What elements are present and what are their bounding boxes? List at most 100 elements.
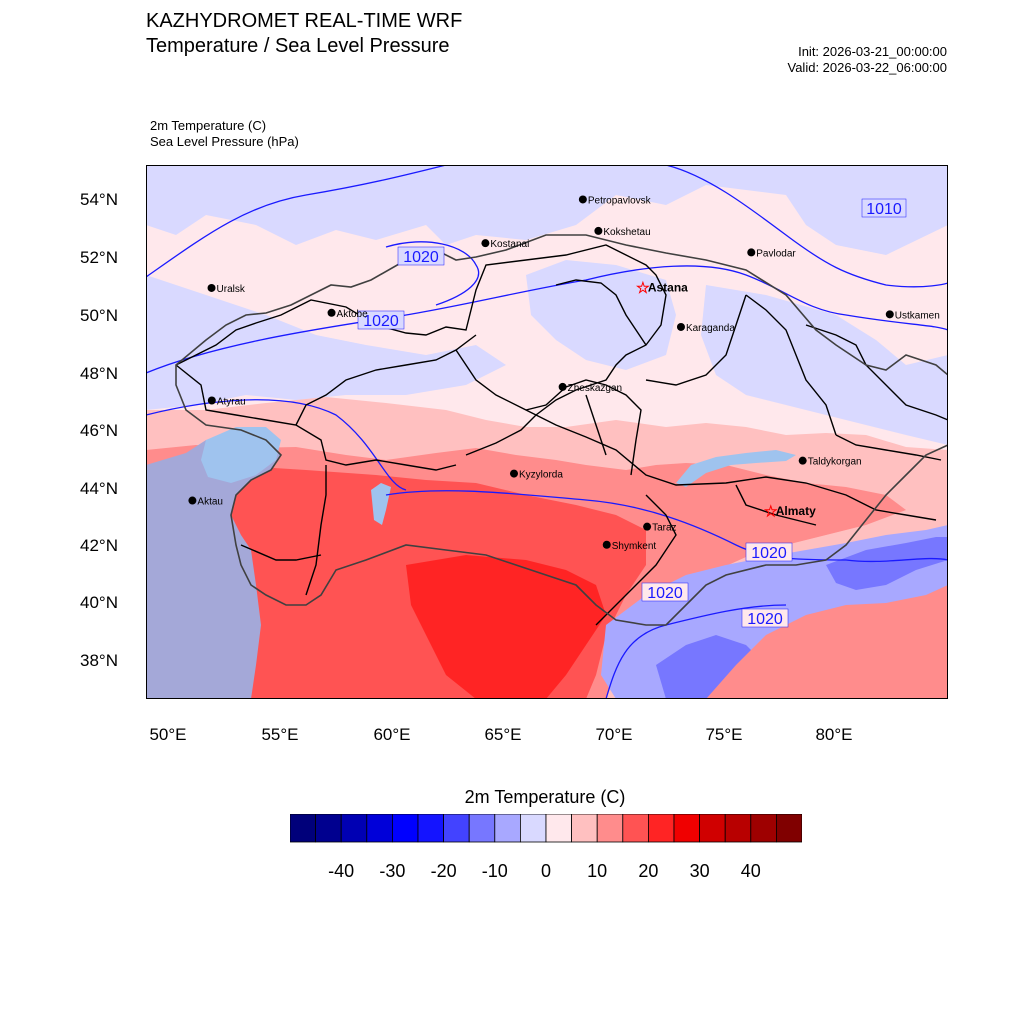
city-label: Petropavlovsk: [588, 195, 652, 206]
svg-text:1020: 1020: [363, 313, 399, 330]
city-marker: Aktobe: [327, 308, 368, 320]
colorbar-swatch: [468, 814, 496, 843]
colorbar-swatch: [673, 814, 701, 843]
city-dot: [578, 195, 587, 204]
lon-label: 50°E: [149, 725, 187, 744]
svg-text:1020: 1020: [647, 585, 683, 602]
colorbar-tick-label: -40: [328, 861, 355, 881]
lon-label: 80°E: [815, 725, 853, 744]
balkhash-lake: [676, 450, 796, 487]
city-marker: Zheskazgan: [558, 382, 622, 394]
colorbar-swatch: [366, 814, 393, 843]
city-marker: Karaganda: [676, 322, 735, 334]
pressure-label: 1020: [641, 582, 689, 602]
city-label: Kyzylorda: [519, 470, 563, 481]
map-subtitle: Temperature / Sea Level Pressure: [146, 35, 450, 57]
city-label: Kokshetau: [603, 227, 650, 238]
svg-text:1020: 1020: [747, 611, 783, 628]
temp-field-hottest: [406, 555, 606, 699]
lon-label: 55°E: [261, 725, 299, 744]
colorbar: [290, 814, 802, 843]
country-border: [175, 234, 948, 626]
capital-star-icon: ★: [637, 280, 650, 296]
city-markers: Petropavlovsk Kostanai Kokshetau Pavlodar Ur…: [188, 195, 940, 552]
colorbar-swatch: [290, 814, 317, 843]
city-marker: Kyzylorda: [509, 469, 563, 481]
valid-time: Valid: 2026-03-22_06:00:00: [787, 60, 948, 75]
city-marker: Ustkamen: [885, 310, 940, 321]
colorbar-swatch: [545, 814, 573, 843]
city-marker: Taldykorgan: [798, 456, 862, 468]
pressure-variable-label: Sea Level Pressure (hPa): [150, 134, 299, 149]
caspian-north-shallow: [201, 427, 281, 483]
city-label: Almaty: [776, 504, 816, 518]
pressure-label: 1020: [357, 310, 405, 330]
pressure-label: 1020: [741, 608, 789, 628]
lat-label: 38°N: [80, 651, 118, 670]
map-title: KAZHYDROMET REAL-TIME WRF: [146, 10, 463, 32]
lat-label: 50°N: [80, 306, 118, 325]
colorbar-tick-label: -10: [481, 861, 508, 881]
city-dot: [509, 469, 518, 478]
lat-label: 54°N: [80, 190, 118, 209]
province-borders: [175, 244, 948, 626]
city-dot: [207, 396, 216, 405]
colorbar-swatch: [750, 814, 777, 843]
city-label: Shymkent: [612, 541, 657, 552]
lon-label: 70°E: [595, 725, 633, 744]
city-dot: [885, 310, 894, 319]
temperature-variable-label: 2m Temperature (C): [150, 118, 267, 133]
colorbar-swatch: [340, 814, 368, 843]
lat-label: 52°N: [80, 248, 118, 267]
city-dot: [207, 283, 216, 292]
pressure-label: 1020: [745, 542, 793, 562]
colorbar-swatch: [315, 814, 342, 843]
city-label: Taraz: [652, 523, 676, 534]
city-dot: [594, 226, 603, 235]
lat-label: 42°N: [80, 536, 118, 555]
colorbar-swatch: [571, 814, 598, 843]
colorbar-swatch: [699, 814, 726, 843]
city-dot: [602, 540, 611, 549]
pressure-labels: 1010 1020 1020 1020 1020 1020: [357, 198, 907, 628]
city-dot: [643, 522, 652, 531]
colorbar-tick-label: -20: [430, 861, 457, 881]
city-marker: Petropavlovsk: [578, 195, 652, 206]
temp-field-cold-east: [701, 285, 948, 445]
temp-field-cold-center: [526, 260, 676, 370]
lat-label: 40°N: [80, 593, 118, 612]
city-marker: Kokshetau: [594, 226, 651, 238]
city-marker: Uralsk: [207, 283, 246, 295]
city-marker: Atyrau: [207, 396, 246, 407]
city-marker: Kostanai: [481, 239, 529, 250]
colorbar-swatch: [417, 814, 445, 843]
city-dot: [188, 496, 197, 505]
colorbar-tick-label: 10: [587, 861, 608, 881]
city-dot: [676, 322, 685, 331]
colorbar-tick-label: -30: [379, 861, 406, 881]
city-label: Aktau: [197, 497, 223, 508]
city-marker: Pavlodar: [747, 248, 796, 259]
temp-field-cold-west: [146, 275, 506, 410]
lat-label: 44°N: [80, 479, 118, 498]
colorbar-swatch: [519, 814, 547, 843]
caspian-sea: [146, 435, 281, 699]
lon-label: 60°E: [373, 725, 411, 744]
city-label: Kostanai: [490, 239, 529, 250]
city-dot: [481, 239, 490, 248]
weather-map: 1010 1020 1020 1020 1020 1020 Petropavlo…: [146, 165, 948, 699]
city-marker: Shymkent: [602, 540, 657, 552]
city-dot: [558, 382, 567, 391]
colorbar-swatch: [494, 814, 521, 843]
capital-star-icon: ★: [764, 503, 777, 519]
city-label: Pavlodar: [756, 248, 796, 259]
city-label: Astana: [648, 281, 688, 295]
city-dot: [798, 456, 807, 465]
lat-label: 46°N: [80, 421, 118, 440]
city-dot: [327, 308, 336, 317]
lon-label: 65°E: [484, 725, 522, 744]
city-label: Karaganda: [686, 323, 735, 334]
city-marker: ★Astana: [636, 279, 688, 296]
city-label: Ustkamen: [895, 310, 940, 321]
lon-label: 75°E: [705, 725, 743, 744]
